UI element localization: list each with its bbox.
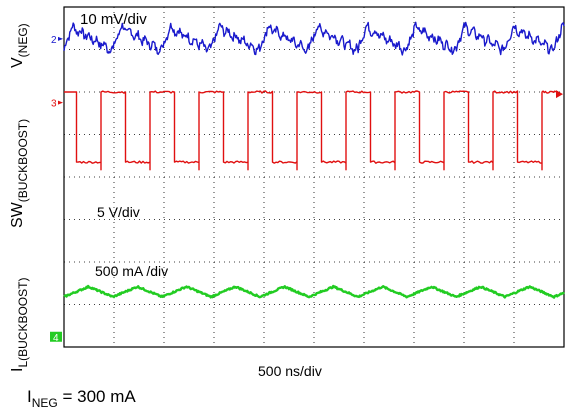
trigger-level-marker	[556, 90, 563, 99]
ch3-scale-label: 5 V/div	[97, 204, 140, 220]
ch2-marker-label: 2	[51, 35, 57, 46]
caption-sub: NEG	[32, 396, 58, 410]
ch2-name-label: V(NEG)	[9, 23, 30, 68]
ch4-name-sub: L(BUCKBOOST)	[16, 278, 30, 368]
ch4-marker-box	[50, 331, 62, 342]
ch2-name-sub: (NEG)	[16, 23, 30, 57]
ch4-name-main: I	[9, 368, 26, 372]
traces	[63, 21, 565, 299]
trace-ch3	[64, 90, 559, 171]
ch2-marker-arrow	[58, 36, 63, 41]
ch2-scale-label: 10 mV/div	[80, 11, 147, 28]
ch3-name-label: SW(BUCKBOOST)	[9, 119, 30, 228]
trace-ch4	[63, 284, 565, 299]
caption-main: I	[27, 387, 32, 406]
ch3-name-sub: (BUCKBOOST)	[16, 119, 30, 202]
caption-rest: = 300 mA	[58, 387, 137, 406]
channel-markers: 2 3 4	[50, 35, 563, 344]
ch4-scale-label: 500 mA /div	[95, 263, 168, 279]
trace-ch2	[63, 21, 565, 56]
ch2-name-main: V	[9, 57, 26, 68]
ch3-name-main: SW	[9, 201, 26, 228]
time-scale-label: 500 ns/div	[258, 363, 322, 379]
ch3-marker-arrow	[58, 100, 63, 105]
ch4-marker-label: 4	[53, 333, 59, 344]
caption: INEG = 300 mA	[27, 387, 136, 410]
ch4-name-label: IL(BUCKBOOST)	[9, 278, 30, 372]
ch3-marker-label: 3	[51, 99, 57, 110]
